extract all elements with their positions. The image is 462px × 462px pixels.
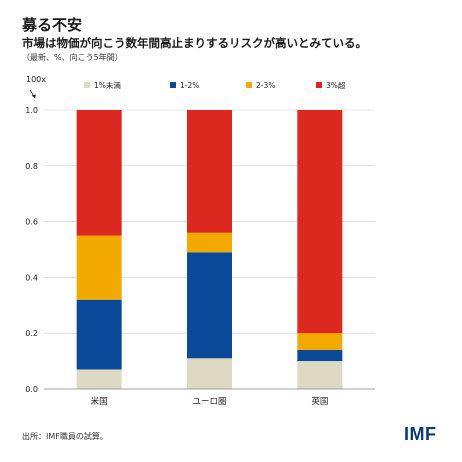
- y-tick-label: 0.4: [25, 273, 38, 282]
- bar-segment: [297, 349, 343, 362]
- x-tick-label: ユーロ圏: [192, 397, 226, 407]
- bar-segment: [76, 299, 122, 370]
- legend-swatch: [84, 82, 90, 88]
- unit-label: 100x: [26, 75, 46, 84]
- x-tick-label: 米国: [91, 396, 108, 407]
- legend-swatch: [316, 82, 322, 88]
- chart-subtitle: 市場は物価が向こう数年間高止まりするリスクが高いとみている。: [22, 36, 367, 50]
- unit-arrow-head: [31, 94, 36, 98]
- bar-segment: [76, 110, 122, 236]
- bar-segment: [187, 110, 232, 233]
- legend-label: 1%未満: [94, 80, 121, 90]
- bar-segment: [297, 110, 343, 334]
- legend-swatch: [170, 82, 176, 88]
- legend-label: 1-2%: [180, 81, 199, 90]
- bar-segment: [297, 361, 343, 389]
- bar-segment: [187, 358, 232, 389]
- x-tick-label: 英国: [311, 396, 328, 407]
- bar-segment: [76, 369, 122, 389]
- y-tick-label: 0.2: [25, 329, 38, 338]
- bar-segment: [76, 235, 122, 300]
- imf-logo: IMF: [404, 424, 437, 444]
- legend-label: 3%超: [326, 81, 346, 90]
- bar-segment: [297, 333, 343, 350]
- chart-note: （最新、%、向こう5年間）: [22, 53, 123, 62]
- legend-swatch: [246, 82, 252, 88]
- bar-segment: [187, 232, 232, 253]
- source-note: 出所：IMF職員の試算。: [22, 432, 108, 441]
- y-tick-label: 0.6: [25, 218, 38, 227]
- y-tick-label: 1.0: [25, 106, 38, 115]
- y-tick-label: 0.8: [25, 162, 38, 171]
- legend-label: 2-3%: [256, 81, 275, 90]
- y-tick-label: 0.0: [25, 385, 38, 394]
- bar-segment: [187, 252, 232, 359]
- chart-title: 募る不安: [22, 16, 83, 34]
